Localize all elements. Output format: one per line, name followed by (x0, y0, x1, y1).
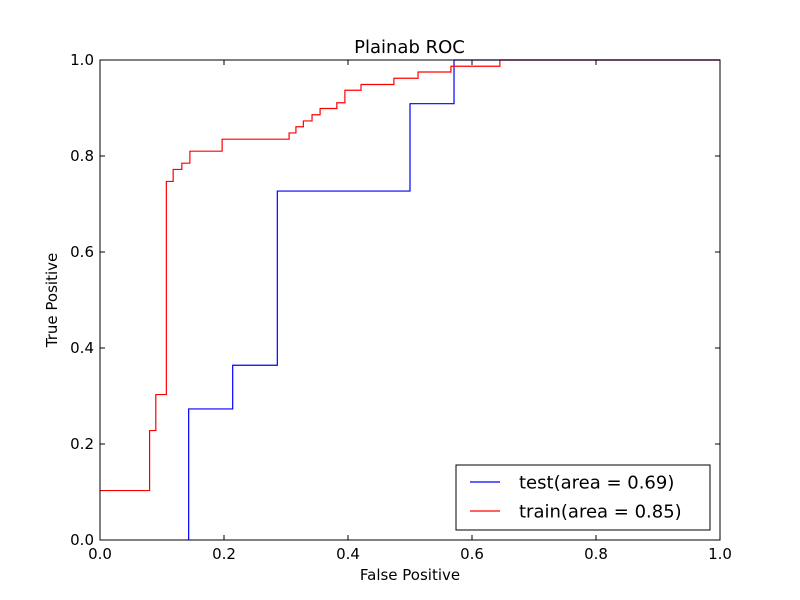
series-layer (100, 59, 720, 540)
x-tick-label: 0.8 (584, 545, 608, 563)
y-tick-label: 0.6 (70, 243, 94, 261)
legend: test(area = 0.69) train(area = 0.85) (455, 464, 711, 531)
legend-label-train: train(area = 0.85) (519, 502, 682, 523)
y-tick-label: 0.4 (70, 339, 94, 357)
x-tick-label: 0.4 (336, 545, 360, 563)
series-line-test (188, 59, 720, 540)
legend-label-test: test(area = 0.69) (519, 473, 674, 494)
y-tick-label: 0.0 (70, 531, 94, 549)
plot-frame (99, 59, 721, 541)
plot-area: 0.0 0.2 0.4 0.6 0.8 1.0 0.0 0.2 0.4 0.6 0.8 1.0 (70, 51, 732, 563)
x-tick-label: 0.0 (88, 545, 112, 563)
y-tick-label: 1.0 (70, 51, 94, 69)
x-tick-label: 0.6 (460, 545, 484, 563)
series-line-train (100, 59, 720, 492)
x-axis-label: False Positive (360, 566, 460, 584)
y-tick-label: 0.2 (70, 435, 94, 453)
x-ticks: 0.0 0.2 0.4 0.6 0.8 1.0 (88, 60, 732, 563)
x-tick-label: 0.2 (212, 545, 236, 563)
y-ticks: 0.0 0.2 0.4 0.6 0.8 1.0 (70, 51, 720, 549)
y-axis-label: True Positive (43, 253, 61, 348)
chart-title: Plainab ROC (354, 37, 465, 58)
legend-box (455, 464, 711, 531)
x-tick-label: 1.0 (708, 545, 732, 563)
y-tick-label: 0.8 (70, 147, 94, 165)
